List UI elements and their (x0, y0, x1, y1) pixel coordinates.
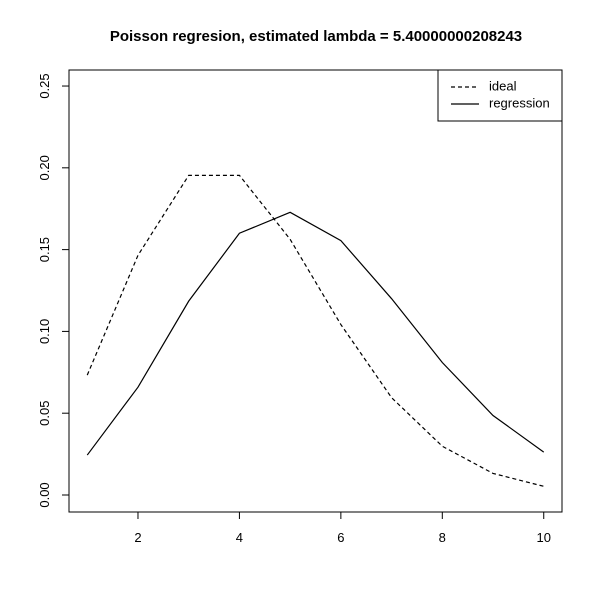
y-tick-label: 0.15 (37, 237, 52, 262)
legend-box (437, 69, 563, 122)
series-line (86, 211, 545, 456)
y-tick-label: 0.10 (37, 319, 52, 344)
x-tick-label: 6 (337, 530, 344, 545)
y-tick-label: 0.20 (37, 155, 52, 180)
x-tick-label: 4 (236, 530, 243, 545)
y-tick-label: 0.25 (37, 73, 52, 98)
y-tick-label: 0.00 (37, 482, 52, 507)
y-tick-label: 0.05 (37, 401, 52, 426)
x-tick-label: 10 (537, 530, 551, 545)
chart-title: Poisson regresion, estimated lambda = 5.… (110, 28, 522, 45)
legend-label: regression (489, 95, 550, 110)
series-line (86, 174, 544, 487)
x-tick-label: 2 (134, 530, 141, 545)
legend-label: ideal (489, 78, 517, 93)
x-tick-label: 8 (439, 530, 446, 545)
